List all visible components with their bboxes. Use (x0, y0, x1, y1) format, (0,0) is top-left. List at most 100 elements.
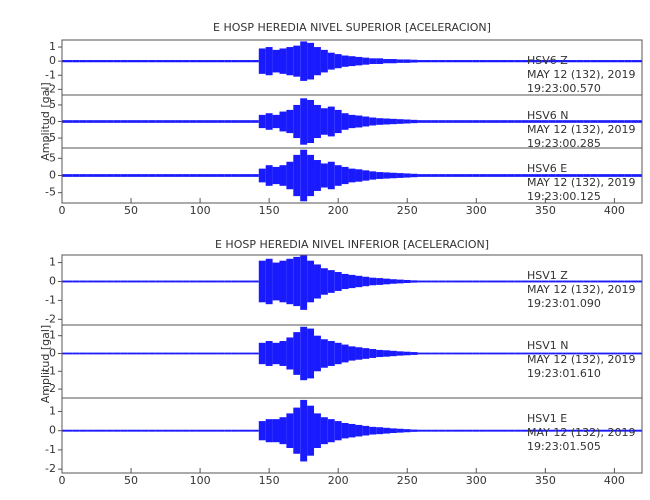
envelope-bar (396, 173, 404, 178)
envelope-bar (134, 174, 142, 177)
envelope-bar (196, 174, 204, 177)
envelope-bar (624, 174, 632, 177)
envelope-bar (196, 280, 204, 283)
envelope-bar (182, 352, 190, 355)
envelope-bar (541, 280, 549, 283)
envelope-bar (210, 280, 218, 283)
envelope-bar (610, 429, 618, 432)
envelope-bar (396, 351, 404, 356)
y-axis-label: Amplitud [gal] (39, 325, 52, 403)
envelope-bar (72, 120, 80, 123)
trace (62, 98, 642, 145)
envelope-bar (217, 120, 225, 123)
envelope-bar (541, 429, 549, 432)
envelope-bar (162, 174, 170, 177)
envelope-bar (555, 352, 563, 355)
envelope-bar (127, 429, 135, 432)
envelope-bar (597, 174, 605, 177)
envelope-bar (307, 328, 315, 379)
envelope-bar (617, 60, 625, 63)
envelope-bar (272, 49, 280, 73)
envelope-bar (334, 109, 342, 134)
envelope-bar (307, 405, 315, 456)
envelope-bar (334, 421, 342, 441)
envelope-bar (314, 104, 321, 139)
envelope-bar (383, 118, 390, 125)
y-tick-label: 0 (49, 169, 56, 182)
envelope-bar (79, 60, 87, 63)
envelope-bar (251, 120, 259, 123)
envelope-bar (472, 174, 480, 177)
envelope-bar (507, 429, 515, 432)
envelope-bar (583, 280, 591, 283)
envelope-bar (169, 174, 176, 177)
envelope-bar (189, 120, 197, 123)
envelope-bar (175, 280, 183, 283)
envelope-bar (127, 174, 135, 177)
envelope-bar (472, 352, 480, 355)
envelope-bar (597, 352, 605, 355)
envelope-bar (162, 60, 170, 63)
envelope-bar (148, 352, 156, 355)
envelope-bar (86, 174, 94, 177)
envelope-bar (175, 60, 183, 63)
envelope-bar (238, 352, 245, 355)
envelope-bar (355, 424, 363, 437)
envelope-bar (459, 280, 466, 283)
envelope-bar (327, 106, 335, 137)
envelope-bar (244, 60, 252, 63)
envelope-bar (113, 352, 121, 355)
envelope-bar (583, 60, 591, 63)
envelope-bar (403, 429, 411, 433)
envelope-bar (569, 174, 577, 177)
envelope-bar (162, 120, 170, 123)
envelope-bar (258, 342, 266, 365)
envelope-bar (507, 60, 515, 63)
envelope-bar (251, 60, 259, 63)
envelope-bar (258, 114, 266, 129)
envelope-bar (479, 174, 487, 177)
envelope-bar (555, 120, 563, 123)
envelope-bar (445, 60, 453, 63)
envelope-bar (238, 120, 245, 123)
envelope-bar (196, 352, 204, 355)
envelope-bar (576, 120, 584, 123)
x-tick-label: 150 (259, 204, 280, 217)
envelope-bar (134, 120, 142, 123)
envelope-bar (86, 120, 94, 123)
envelope-bar (452, 429, 460, 432)
envelope-bar (396, 59, 404, 63)
envelope-bar (65, 174, 73, 177)
envelope-bar (617, 174, 625, 177)
envelope-bar (134, 429, 142, 432)
envelope-bar (134, 60, 142, 63)
envelope-bar (286, 337, 294, 370)
x-tick-label: 200 (328, 474, 349, 487)
envelope-bar (514, 120, 522, 123)
envelope-bar (62, 429, 66, 432)
envelope-bar (514, 280, 522, 283)
envelope-bar (376, 349, 384, 358)
envelope-bar (134, 280, 142, 283)
envelope-bar (141, 280, 149, 283)
envelope-bar (279, 111, 287, 132)
envelope-bar (465, 120, 473, 123)
envelope-bar (500, 429, 508, 432)
envelope-bar (417, 352, 425, 355)
envelope-bar (251, 429, 259, 432)
envelope-bar (583, 120, 591, 123)
envelope-bar (231, 174, 239, 177)
y-tick-label: 5 (49, 151, 56, 164)
envelope-bar (72, 174, 80, 177)
envelope-bar (383, 172, 390, 179)
envelope-bar (182, 174, 190, 177)
panel-frame (61, 397, 643, 474)
envelope-bar (217, 429, 225, 432)
envelope-bar (238, 60, 245, 63)
envelope-bar (389, 118, 397, 125)
envelope-bar (189, 429, 197, 432)
envelope-bar (569, 60, 577, 63)
envelope-bar (610, 120, 618, 123)
envelope-bar (479, 120, 487, 123)
